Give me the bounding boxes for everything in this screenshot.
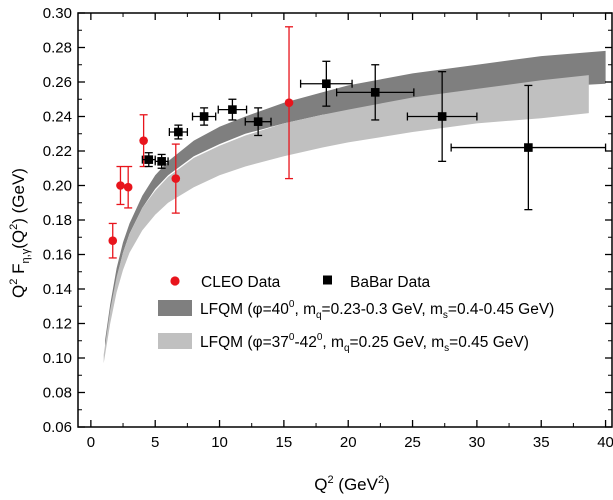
y-tick-label: 0.08 xyxy=(43,385,72,402)
legend-band1-swatch xyxy=(158,300,192,316)
babar-data-point xyxy=(144,155,154,164)
x-axis-title: Q2 (GeV2) xyxy=(314,474,390,494)
y-tick-label: 0.22 xyxy=(43,143,72,160)
x-tick-label: 10 xyxy=(211,434,228,451)
babar-data-point xyxy=(253,117,263,126)
y-tick-label: 0.12 xyxy=(43,316,72,333)
y-tick-label: 0.20 xyxy=(43,178,72,195)
x-tick-label: 25 xyxy=(404,434,421,451)
y-tick-label: 0.18 xyxy=(43,212,72,229)
babar-data-point xyxy=(228,105,237,114)
cleo-data-point xyxy=(139,136,148,145)
legend-band2-swatch xyxy=(158,333,192,349)
cleo-data-point xyxy=(123,182,133,192)
legend-babar-marker xyxy=(323,275,332,285)
babar-data-point xyxy=(174,127,183,137)
cleo-data-point xyxy=(116,181,125,190)
babar-data-point xyxy=(437,112,447,121)
babar-data-point xyxy=(199,112,209,121)
axis-ticks: 0 5 10 15 20 25 30 35 40 0.06 0.08 0.10 0.12 0.14 0.16… xyxy=(43,5,613,451)
y-tick-label: 0.30 xyxy=(43,5,72,22)
y-axis-title: Q2 Fη,γ(Q2) (GeV) xyxy=(8,168,32,298)
legend-cleo-marker xyxy=(170,276,180,286)
babar-data-point xyxy=(524,143,533,152)
x-tick-label: 0 xyxy=(87,434,95,451)
cleo-data-point xyxy=(108,236,118,245)
y-tick-label: 0.16 xyxy=(43,247,72,264)
babar-data-point xyxy=(157,157,166,166)
x-tick-label: 5 xyxy=(151,434,159,451)
y-tick-label: 0.26 xyxy=(43,74,72,91)
x-tick-label: 35 xyxy=(533,434,550,451)
babar-data-point xyxy=(322,79,331,89)
legend: CLEO Data BaBar Data LFQM (φ=400, mq=0.2… xyxy=(158,274,554,354)
cleo-data-point xyxy=(284,98,294,107)
y-tick-label: 0.14 xyxy=(43,281,72,298)
x-tick-label: 15 xyxy=(276,434,293,451)
x-tick-label: 20 xyxy=(340,434,357,451)
model-band-2 xyxy=(103,75,589,364)
y-tick-label: 0.06 xyxy=(43,419,72,436)
babar-data-point xyxy=(370,88,380,97)
legend-cleo-label: CLEO Data xyxy=(201,274,281,291)
y-tick-label: 0.24 xyxy=(43,109,72,126)
legend-babar-label: BaBar Data xyxy=(350,274,431,291)
x-tick-label: 40 xyxy=(597,434,613,451)
cleo-data-point xyxy=(171,174,181,183)
y-tick-label: 0.28 xyxy=(43,40,72,57)
x-tick-label: 30 xyxy=(469,434,486,451)
y-tick-label: 0.10 xyxy=(43,350,72,367)
model-bands xyxy=(103,50,606,364)
model-band-1 xyxy=(105,50,606,350)
data-points xyxy=(108,26,607,259)
legend-band2-label: LFQM (φ=370-420, mq=0.25 GeV, ms=0.45 Ge… xyxy=(200,332,529,354)
legend-band1-label: LFQM (φ=400, mq=0.23-0.3 GeV, ms=0.4-0.4… xyxy=(200,299,554,321)
